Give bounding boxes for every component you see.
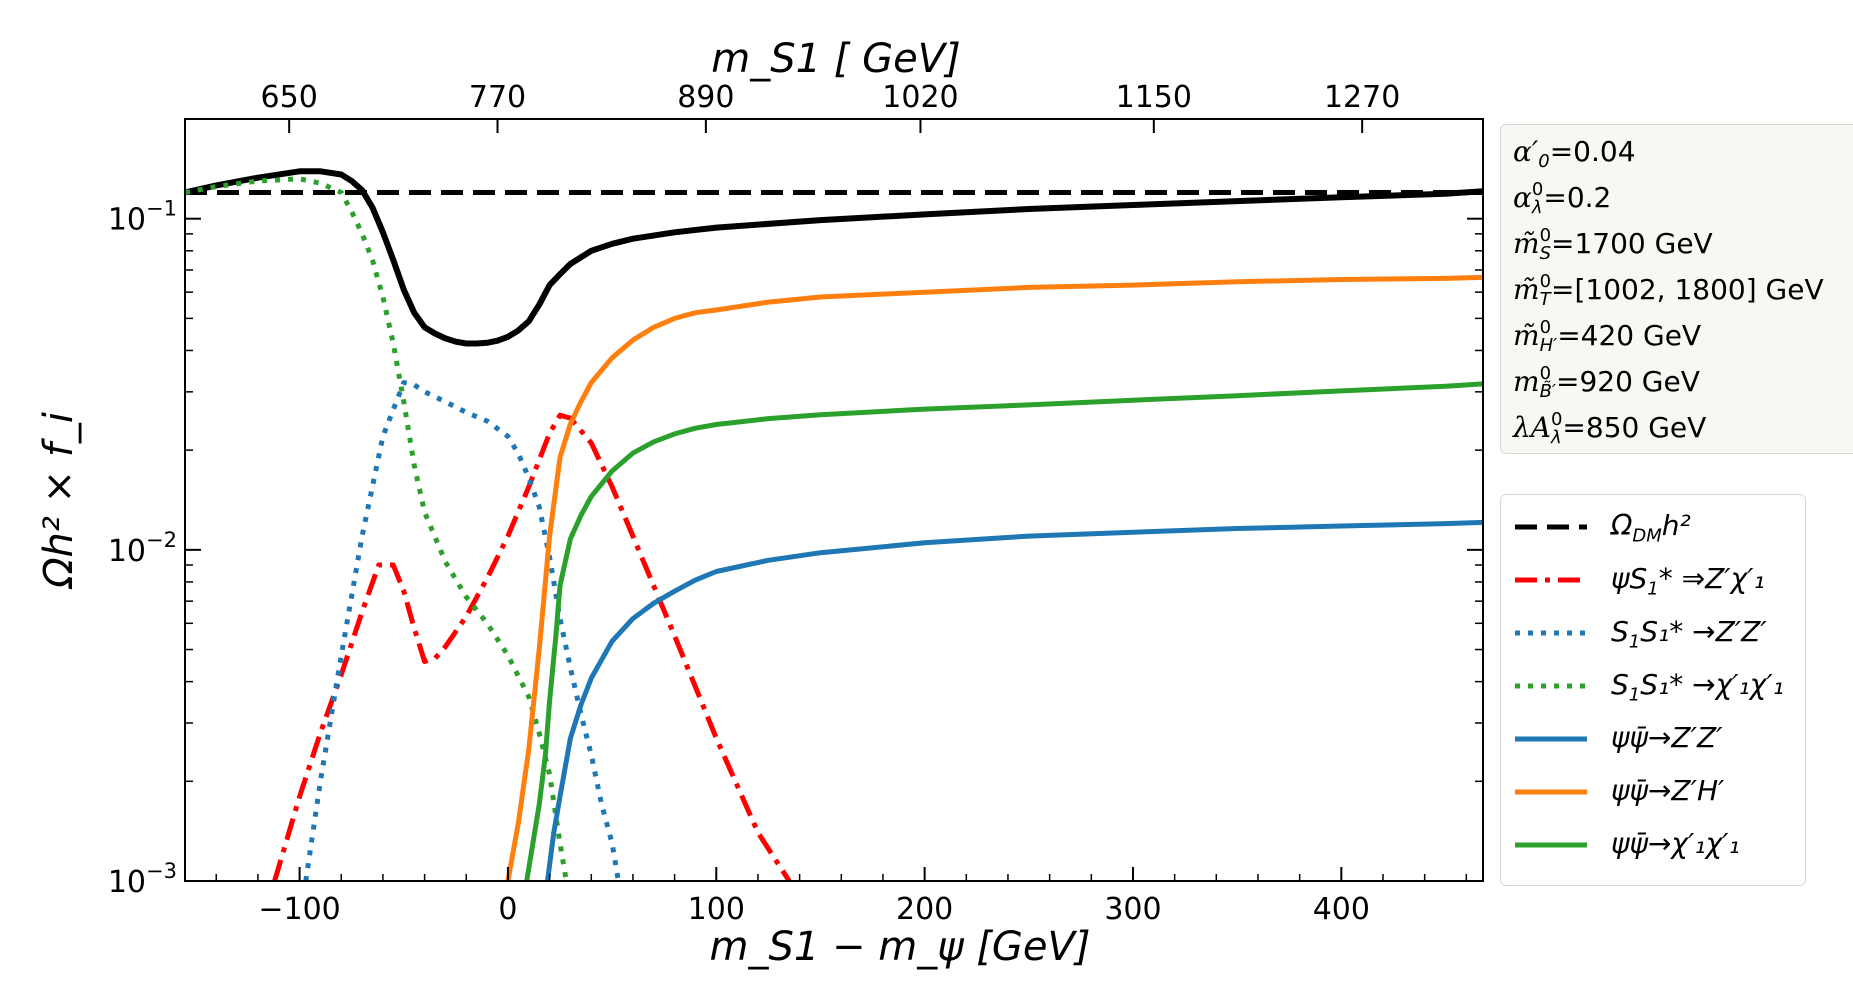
x-top-tick-label: 1270: [1324, 80, 1400, 115]
x-top-tick-label: 770: [469, 80, 526, 115]
x-axis-title: m_S1 − m_ψ [GeV]: [710, 924, 1091, 970]
x-tick-label: 400: [1313, 892, 1370, 927]
legend-swatch: [1515, 683, 1587, 689]
legend-item: S1S₁* →χ′₁χ′₁: [1511, 666, 1801, 706]
y-axis-title: Ωh² × f_i: [36, 412, 82, 590]
param-line: m̃ 0 T =[1002, 1800] GeV: [1513, 273, 1824, 309]
param-line: λA 0 λ =850 GeV: [1513, 411, 1706, 447]
parameter-box: α′ 0 =0.04 α 0 λ =0.2 m̃ 0 S =1700 GeV m̃ 0 T =[1002,…: [1500, 124, 1853, 454]
param-value: =420 GeV: [1557, 319, 1702, 352]
legend-label: ψS1* ⇒Z′χ′₁: [1611, 562, 1765, 600]
y-tick-label: 10−2: [108, 528, 177, 569]
labels-layer: m_S1 − m_ψ [GeV] m_S1 [ GeV] Ωh² × f_i: [36, 36, 1091, 970]
legend-label: ψψ̄→Z′Z′: [1611, 721, 1723, 754]
param-line: m̃ 0 S =1700 GeV: [1513, 227, 1713, 263]
legend-label: ΩDMh²: [1611, 509, 1691, 547]
param-line: m̃ 0 H′ =420 GeV: [1513, 319, 1701, 355]
x-tick-label: 300: [1104, 892, 1161, 927]
series-line-7: [524, 381, 1483, 881]
legend-label: ψψ̄→χ′₁χ′₁: [1611, 827, 1740, 860]
param-value: =0.2: [1543, 181, 1612, 214]
ticks-layer: −100 0 100 200 300 400 650 770 890 1020 1150 1270 10…: [108, 80, 1483, 927]
x-top-tick-label: 890: [677, 80, 734, 115]
x-tick-label: 100: [688, 892, 745, 927]
param-script: 0 H′: [1539, 317, 1558, 356]
series-line-6: [505, 274, 1483, 881]
y-tick-label: 10−3: [108, 859, 177, 900]
param-symbol: α′: [1513, 135, 1539, 168]
param-symbol: m̃: [1513, 227, 1540, 260]
legend-item: ΩDMh²: [1511, 507, 1801, 547]
legend-item: ψψ̄→χ′₁χ′₁: [1511, 825, 1801, 865]
legend-swatch: [1515, 842, 1587, 848]
legend-label: ψψ̄→Z′H′: [1611, 774, 1725, 807]
legend-label: S1S₁* →χ′₁χ′₁: [1611, 668, 1784, 706]
param-symbol: m̃: [1513, 319, 1540, 352]
legend-item: ψψ̄→Z′H′: [1511, 772, 1801, 812]
param-value: =920 GeV: [1556, 365, 1700, 398]
x-tick-label: 0: [498, 892, 517, 927]
legend-item: S1S₁* →Z′Z′: [1511, 613, 1801, 653]
x-top-tick-label: 650: [261, 80, 318, 115]
series-layer: [185, 168, 1483, 881]
param-symbol: λA: [1513, 411, 1551, 444]
x-axis-top-title: m_S1 [ GeV]: [711, 36, 960, 82]
legend-label: S1S₁* →Z′Z′: [1611, 615, 1767, 653]
param-line: α 0 λ =0.2: [1513, 181, 1611, 217]
param-symbol: α: [1513, 181, 1532, 214]
legend-item: ψψ̄→Z′Z′: [1511, 719, 1801, 759]
param-line: α′ 0 =0.04: [1513, 135, 1636, 171]
param-line: m 0 B̃′ =920 GeV: [1513, 365, 1700, 401]
legend-swatch: [1515, 630, 1587, 636]
param-script: 0: [1538, 151, 1550, 172]
param-script: 0 B̃′: [1539, 363, 1556, 402]
x-top-tick-label: 1020: [882, 80, 958, 115]
param-value: =[1002, 1800] GeV: [1551, 273, 1824, 306]
y-tick-label: 10−1: [108, 197, 177, 238]
param-value: =850 GeV: [1562, 411, 1707, 444]
legend-item: ψS1* ⇒Z′χ′₁: [1511, 560, 1801, 600]
series-line-2: [272, 412, 792, 881]
param-symbol: m̃: [1513, 273, 1540, 306]
x-tick-label: −100: [258, 892, 340, 927]
series-line-1: [185, 168, 1483, 347]
x-top-tick-label: 1150: [1116, 80, 1192, 115]
legend-swatch: [1515, 577, 1587, 583]
legend-swatch: [1515, 789, 1587, 795]
series-line-5: [545, 519, 1483, 881]
legend: ΩDMh² ψS1* ⇒Z′χ′₁ S1S₁* →Z′Z′ S1S₁* →χ′₁χ′₁…: [1500, 494, 1806, 886]
legend-swatch: [1515, 524, 1587, 530]
series-line-3: [303, 380, 621, 881]
param-symbol: m: [1513, 365, 1540, 398]
legend-swatch: [1515, 736, 1587, 742]
plot-frame: [184, 118, 1484, 882]
param-value: =0.04: [1549, 135, 1636, 168]
param-value: =1700 GeV: [1551, 227, 1713, 260]
x-tick-label: 200: [896, 892, 953, 927]
